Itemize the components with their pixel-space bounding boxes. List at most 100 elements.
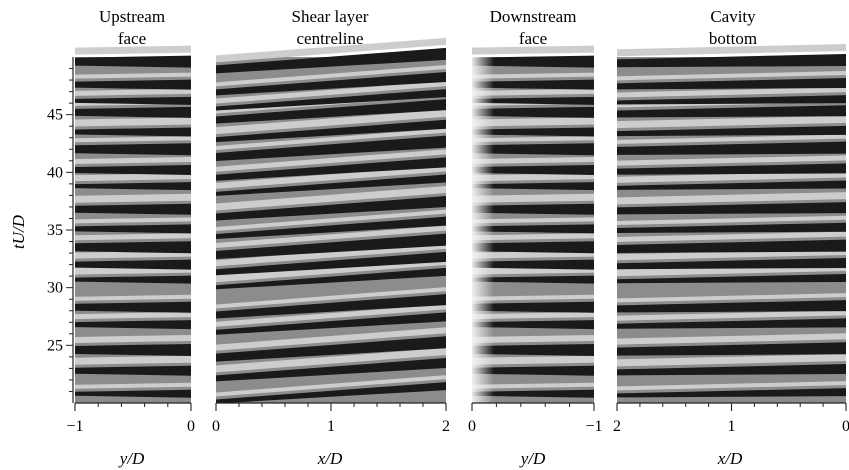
dark-band: [75, 241, 191, 254]
panel-1-xlabel: y/D: [118, 449, 145, 468]
dark-band: [216, 267, 446, 290]
dark-band: [216, 382, 446, 404]
light-band: [617, 231, 846, 242]
light-band: [472, 312, 594, 320]
dark-band: [472, 106, 594, 118]
dark-band: [75, 343, 191, 356]
light-band: [617, 134, 846, 144]
y-tick-label: 40: [47, 164, 63, 181]
dark-band: [75, 389, 191, 398]
dark-band: [75, 224, 191, 234]
dark-band: [75, 365, 191, 376]
x-tick-label: 0: [212, 418, 220, 435]
light-band: [75, 382, 191, 389]
panel-4-title-line1: Cavity: [710, 7, 756, 26]
dark-band: [75, 79, 191, 90]
light-band: [75, 312, 191, 320]
light-band: [75, 233, 191, 241]
dark-band: [617, 95, 846, 105]
light-band: [75, 117, 191, 127]
light-band: [216, 128, 446, 150]
light-band: [617, 192, 846, 205]
dark-band: [472, 96, 594, 105]
panel-cavity-bottom-heatmap: [617, 43, 846, 404]
dark-band: [216, 312, 446, 335]
light-band: [216, 225, 446, 248]
light-band: [472, 136, 594, 143]
light-band: [216, 165, 446, 189]
x-tick-label: 0: [842, 418, 849, 435]
light-band: [216, 375, 446, 397]
panel-4-title-line2: bottom: [709, 29, 757, 48]
dark-band: [75, 106, 191, 118]
dark-band: [617, 388, 846, 398]
dark-band: [472, 241, 594, 254]
light-band: [216, 327, 446, 351]
dark-band: [617, 342, 846, 356]
dark-band: [617, 300, 846, 313]
dark-band: [472, 55, 594, 68]
light-band: [617, 333, 846, 345]
dark-band: [75, 55, 191, 68]
dark-band: [472, 182, 594, 191]
light-band: [617, 293, 846, 303]
dark-band: [216, 71, 446, 96]
light-band: [472, 334, 594, 343]
dark-band: [216, 135, 446, 161]
dark-band: [216, 358, 446, 382]
dark-band: [472, 389, 594, 398]
dark-band: [75, 275, 191, 284]
dark-band: [617, 239, 846, 253]
x-tick-label: 1: [327, 418, 335, 435]
light-band: [75, 217, 191, 224]
dark-band: [75, 96, 191, 105]
light-band: [75, 193, 191, 203]
dark-band: [216, 216, 446, 240]
dark-band: [75, 165, 191, 176]
dark-band: [617, 257, 846, 270]
y-tick-label: 30: [47, 280, 63, 297]
light-band: [75, 157, 191, 165]
light-band: [75, 173, 191, 182]
light-band: [617, 354, 846, 367]
light-band: [75, 45, 191, 55]
dark-band: [617, 125, 846, 137]
dark-band: [216, 174, 446, 196]
dark-band: [472, 79, 594, 90]
x-tick-label: −1: [66, 418, 83, 435]
light-band: [216, 348, 446, 373]
light-band: [75, 355, 191, 365]
dark-band: [472, 343, 594, 356]
light-band: [472, 294, 594, 301]
dark-band: [617, 78, 846, 90]
light-band: [472, 157, 594, 165]
dark-band: [617, 318, 846, 329]
light-band: [617, 43, 846, 57]
x-tick-label: 2: [442, 418, 450, 435]
light-band: [472, 217, 594, 224]
panel-2-xlabel: x/D: [317, 449, 343, 468]
panel-2-title-line1: Shear layer: [292, 7, 369, 26]
light-band: [472, 233, 594, 241]
light-band: [472, 88, 594, 96]
y-tick-label: 45: [47, 107, 63, 124]
light-band: [472, 72, 594, 79]
light-band: [216, 81, 446, 104]
panel-1-title-line1: Upstream: [99, 7, 165, 26]
dark-band: [216, 99, 446, 124]
x-tick-label: 0: [187, 418, 195, 435]
panel-2-title-line2: centreline: [296, 29, 363, 48]
light-band: [75, 294, 191, 301]
light-band: [617, 171, 846, 183]
dark-band: [216, 294, 446, 319]
dark-band: [216, 47, 446, 74]
dark-band: [216, 89, 446, 111]
dark-band: [472, 165, 594, 176]
dark-band: [216, 336, 446, 362]
x-tick-label: −1: [585, 418, 602, 435]
light-band: [216, 209, 446, 232]
light-band: [216, 64, 446, 87]
light-band: [472, 193, 594, 203]
light-band: [617, 381, 846, 391]
panel-1-title-line2: face: [118, 29, 146, 48]
